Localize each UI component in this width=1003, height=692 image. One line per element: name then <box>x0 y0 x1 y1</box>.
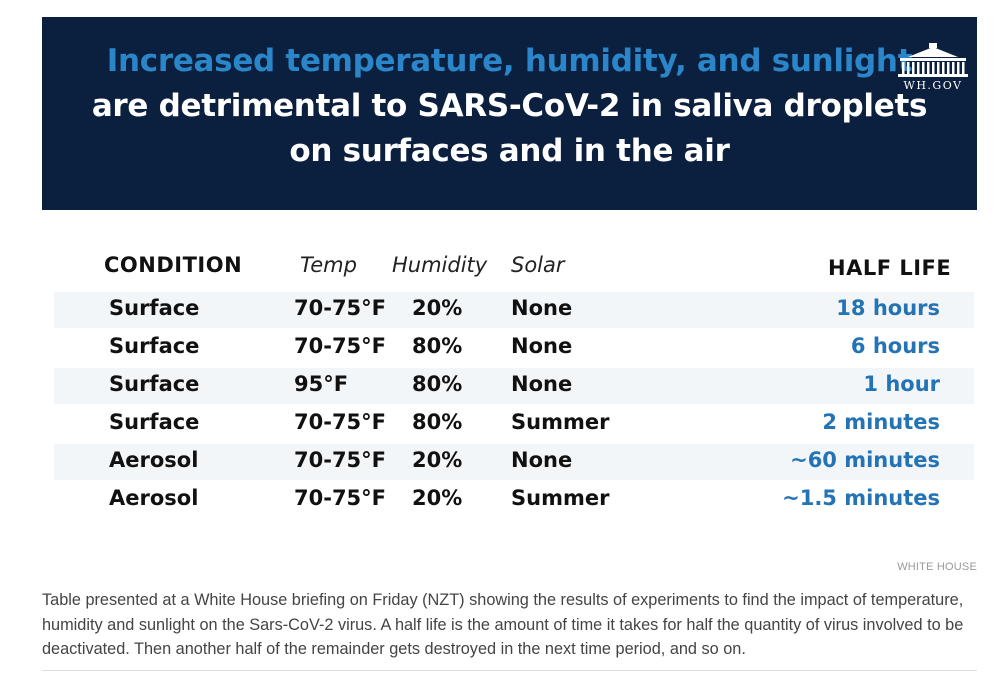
white-house-logo: WH.GOV <box>894 41 972 97</box>
header-half-life: HALF LIFE <box>828 256 952 280</box>
cell-temp: 70-75°F <box>294 334 387 358</box>
header-solar: Solar <box>511 253 565 277</box>
image-caption: Table presented at a White House briefin… <box>42 591 964 658</box>
cell-half-life: 6 hours <box>850 334 940 358</box>
logo-text: WH.GOV <box>903 79 963 92</box>
cell-humidity: 20% <box>412 296 463 320</box>
table-row: Surface 95°F 80% None 1 hour <box>54 368 974 404</box>
cell-humidity: 20% <box>412 448 463 472</box>
table-row: Surface 70-75°F 80% None 6 hours <box>54 330 974 366</box>
cell-solar: None <box>511 448 573 472</box>
white-house-icon <box>898 43 968 77</box>
headline-line-2: are detrimental to SARS-CoV-2 in saliva … <box>91 88 928 124</box>
header-temp: Temp <box>300 253 357 277</box>
cell-condition: Surface <box>109 372 200 396</box>
cell-humidity: 80% <box>412 334 463 358</box>
cell-humidity: 20% <box>412 486 463 510</box>
cell-solar: None <box>511 334 573 358</box>
cell-half-life: 1 hour <box>863 372 940 396</box>
headline-line-3: on surfaces and in the air <box>289 133 730 169</box>
cell-temp: 95°F <box>294 372 349 396</box>
cell-condition: Aerosol <box>109 486 199 510</box>
cell-temp: 70-75°F <box>294 486 387 510</box>
table-row: Aerosol 70-75°F 20% None ~60 minutes <box>54 444 974 480</box>
cell-temp: 70-75°F <box>294 410 387 434</box>
cell-condition: Surface <box>109 410 200 434</box>
table-row: Surface 70-75°F 20% None 18 hours <box>54 292 974 328</box>
headline: Increased temperature, humidity, and sun… <box>42 39 977 174</box>
divider <box>42 670 977 671</box>
cell-half-life: ~1.5 minutes <box>782 486 940 510</box>
table-row: Aerosol 70-75°F 20% Summer ~1.5 minutes <box>54 482 974 518</box>
cell-temp: 70-75°F <box>294 296 387 320</box>
headline-banner: Increased temperature, humidity, and sun… <box>42 17 977 210</box>
headline-line-1: Increased temperature, humidity, and sun… <box>106 43 913 79</box>
infographic-image: Increased temperature, humidity, and sun… <box>42 17 977 544</box>
cell-solar: Summer <box>511 486 610 510</box>
cell-condition: Surface <box>109 334 200 358</box>
cell-half-life: ~60 minutes <box>790 448 940 472</box>
cell-temp: 70-75°F <box>294 448 387 472</box>
cell-solar: Summer <box>511 410 610 434</box>
cell-condition: Surface <box>109 296 200 320</box>
cell-solar: None <box>511 296 573 320</box>
half-life-table: CONDITION Temp Humidity Solar HALF LIFE … <box>54 242 974 542</box>
cell-humidity: 80% <box>412 410 463 434</box>
header-humidity: Humidity <box>392 253 488 277</box>
cell-solar: None <box>511 372 573 396</box>
cell-half-life: 2 minutes <box>822 410 940 434</box>
image-credit: WHITE HOUSE <box>897 561 977 573</box>
cell-condition: Aerosol <box>109 448 199 472</box>
header-condition: CONDITION <box>104 253 243 277</box>
cell-humidity: 80% <box>412 372 463 396</box>
table-row: Surface 70-75°F 80% Summer 2 minutes <box>54 406 974 442</box>
cell-half-life: 18 hours <box>836 296 940 320</box>
